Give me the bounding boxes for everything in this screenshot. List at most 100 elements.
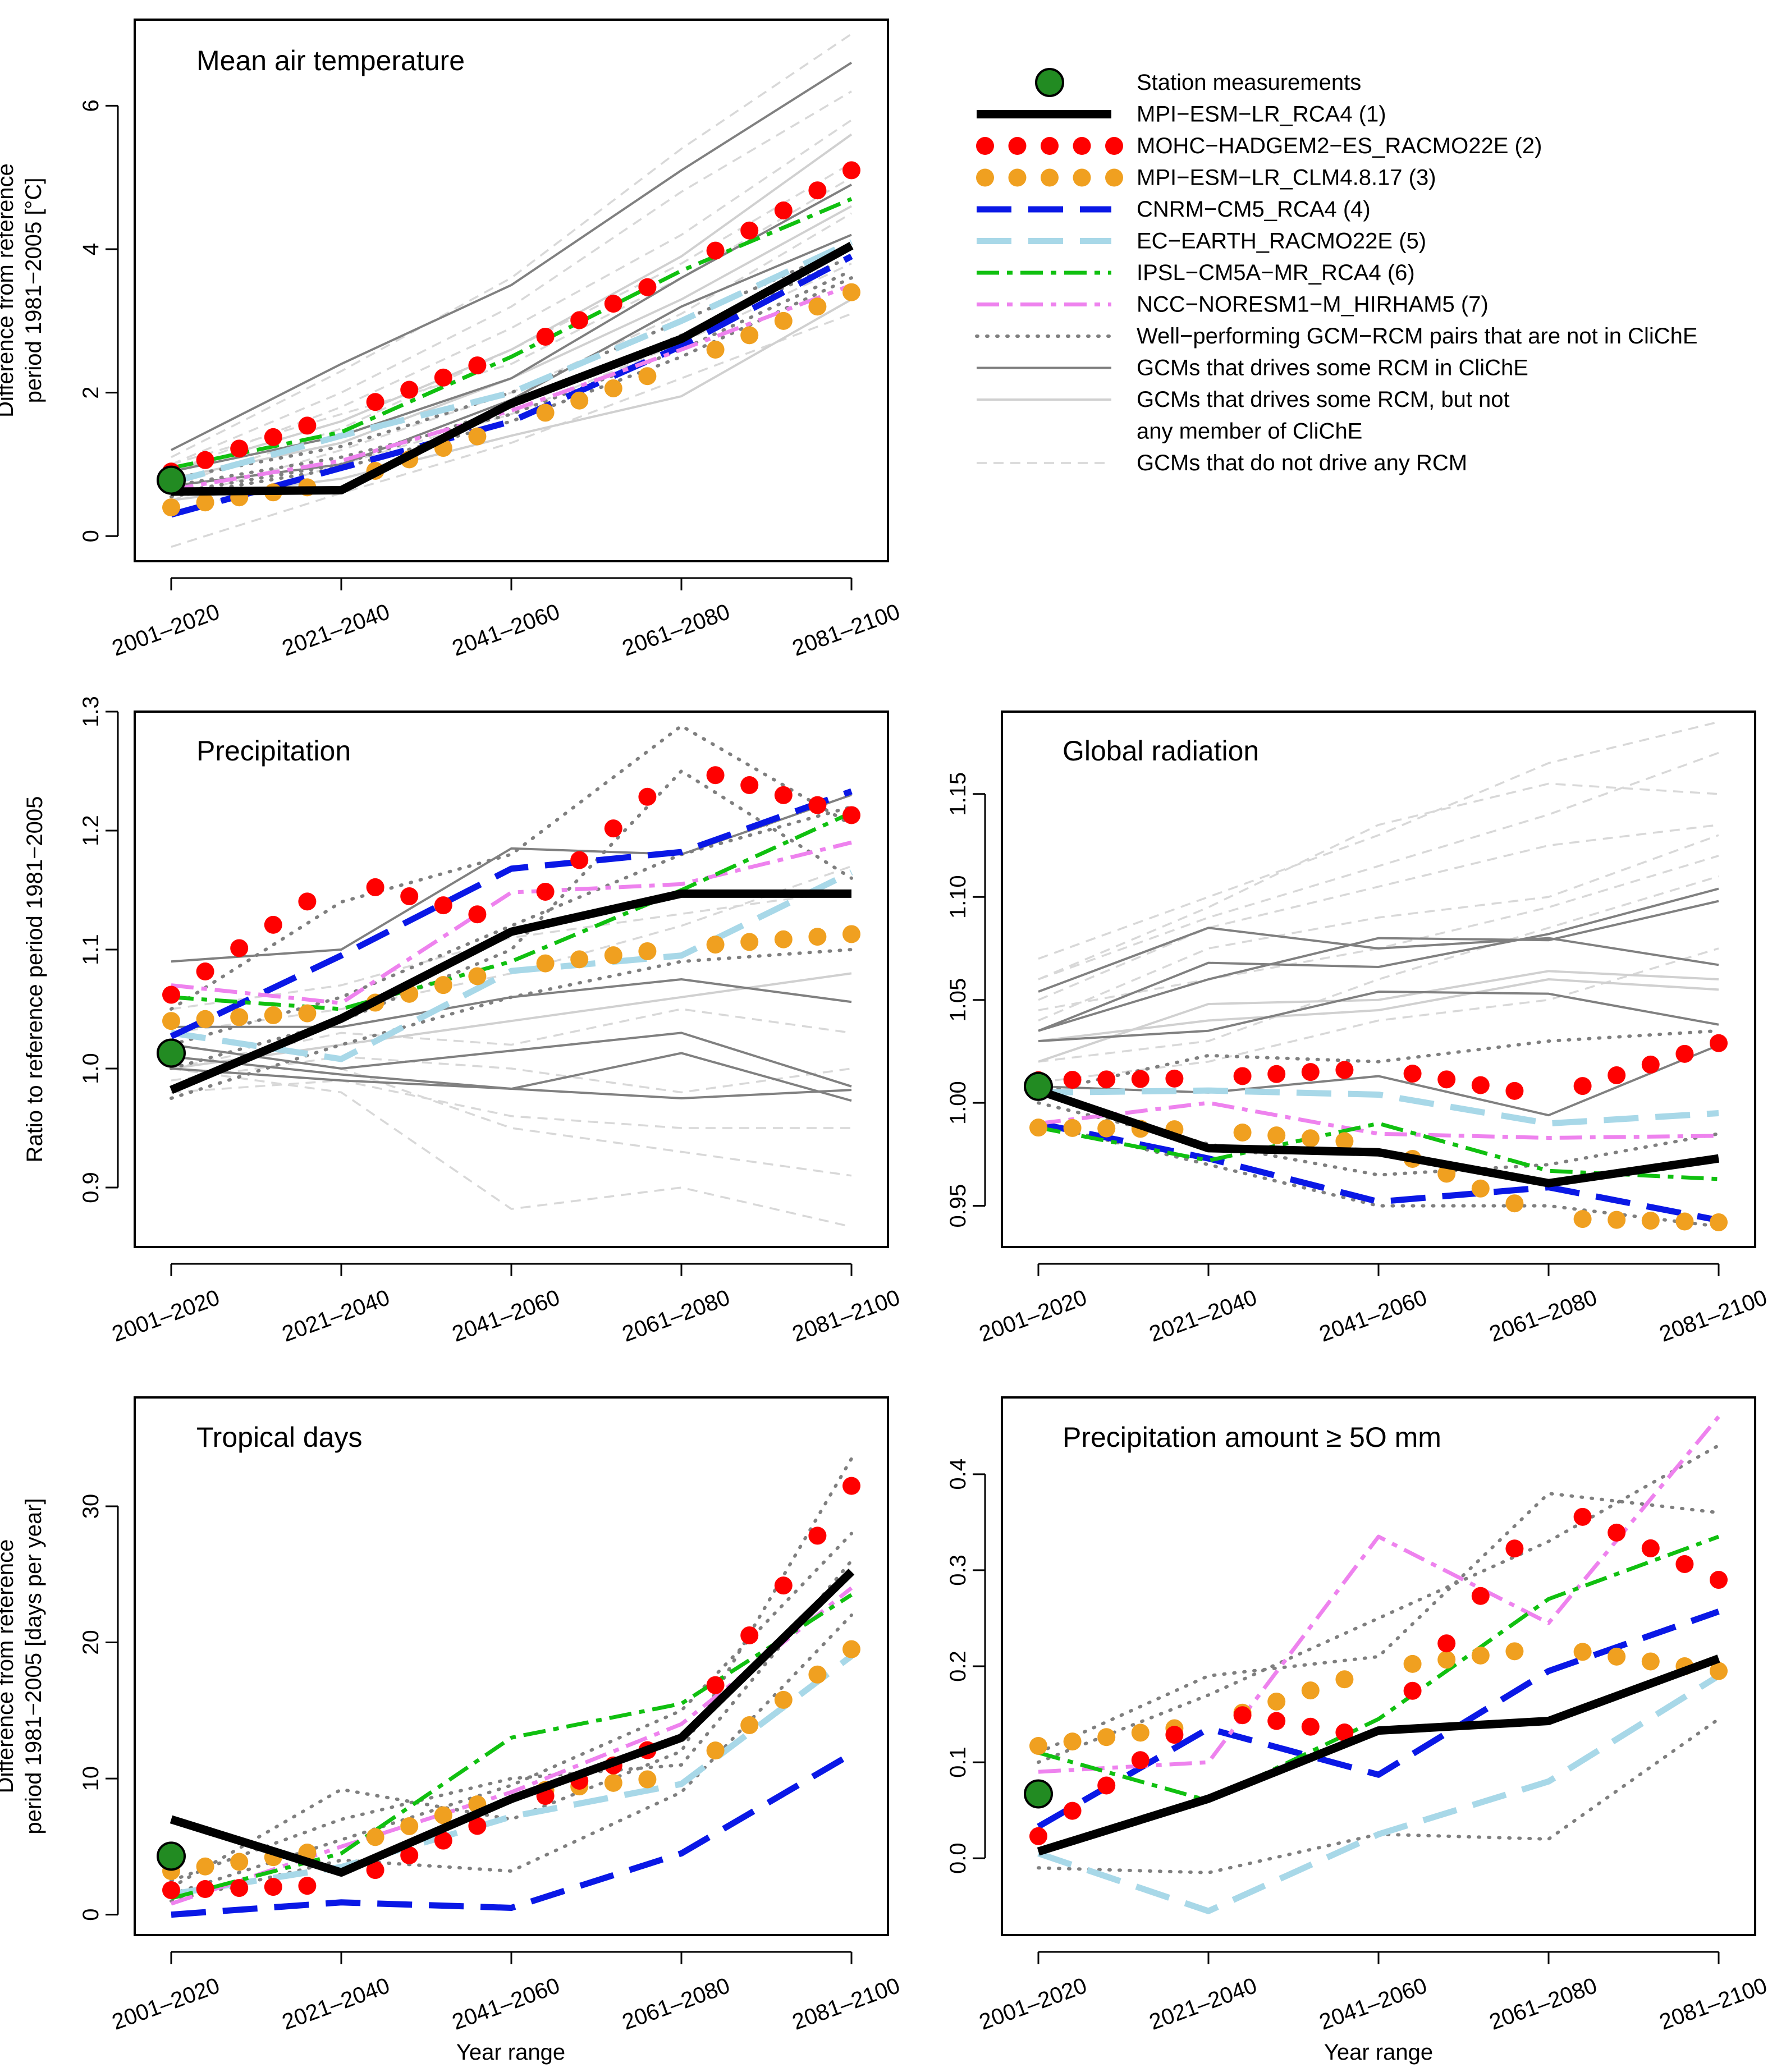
legend-symbol [976, 168, 994, 187]
marker-m2 [468, 356, 487, 375]
marker-m3 [536, 404, 555, 422]
panel-temp: Mean air temperature 0 2 4 6 Difference from … [0, 19, 903, 661]
marker-m3 [468, 427, 487, 446]
y-tick-label: 0 [79, 1908, 103, 1920]
marker-m2 [1608, 1523, 1626, 1542]
y-axis-label: period 1981−2005 [°C] [21, 178, 46, 404]
y-axis-label: Difference from reference [0, 163, 18, 418]
marker-m3 [1267, 1126, 1286, 1145]
marker-m2 [1233, 1067, 1252, 1085]
legend-symbol [1073, 168, 1091, 187]
marker-m3 [706, 340, 725, 359]
marker-m3 [842, 925, 860, 943]
y-tick-label: 6 [79, 99, 103, 112]
y-tick-label: 0.3 [946, 1555, 970, 1586]
series-line-gn [171, 212, 852, 502]
marker-m3 [842, 283, 860, 301]
series-line-gd [1038, 900, 1719, 1032]
marker-m3 [434, 976, 452, 994]
marker-m3 [1097, 1728, 1116, 1746]
y-tick-label: 1.2 [79, 815, 103, 846]
marker-m2 [1573, 1507, 1592, 1526]
x-tick-label: 2021–2040 [1146, 1973, 1260, 2035]
y-tick-label: 0.9 [79, 1172, 103, 1203]
marker-m2 [1335, 1723, 1354, 1742]
legend-symbol [1008, 137, 1027, 155]
marker-m2 [808, 1527, 827, 1545]
legend-label: CNRM−CM5_RCA4 (4) [1137, 197, 1371, 222]
x-tick-label: 2021–2040 [1146, 1285, 1260, 1347]
series-line-m1 [170, 1569, 855, 1877]
marker-m3 [1335, 1132, 1354, 1150]
series-line-gd [171, 1032, 852, 1088]
series-line-wp [170, 724, 853, 1011]
legend-item-station: Station measurements [1035, 68, 1361, 97]
marker-m2 [1641, 1539, 1660, 1557]
y-axis-label: Difference from reference [0, 1539, 18, 1794]
marker-m2 [1267, 1712, 1286, 1730]
legend-label: MPI−ESM−LR_CLM4.8.17 (3) [1137, 166, 1436, 190]
panel-title: Tropical days [196, 1422, 362, 1453]
x-tick-label: 2001–2020 [109, 1973, 223, 2035]
x-tick-label: 2041–2060 [449, 599, 563, 661]
marker-m2 [196, 1880, 214, 1899]
marker-m2 [536, 882, 555, 901]
x-tick-label: 2001–2020 [976, 1285, 1090, 1347]
series-line-gn [1038, 751, 1719, 980]
marker-m3 [1029, 1118, 1047, 1137]
marker-m3 [1131, 1723, 1150, 1742]
marker-m2 [570, 311, 589, 329]
marker-m2 [1029, 1827, 1047, 1845]
y-tick-label: 1.10 [946, 875, 970, 919]
marker-m2 [706, 766, 725, 785]
marker-m2 [1165, 1069, 1184, 1088]
series-line-gn [1038, 721, 1719, 960]
station-marker [157, 1038, 186, 1068]
legend-symbol [1041, 137, 1059, 155]
series-line-m1 [170, 889, 851, 1094]
marker-m2 [1710, 1571, 1728, 1589]
marker-m2 [298, 416, 317, 435]
marker-m3 [774, 930, 793, 948]
marker-m2 [842, 161, 860, 180]
legend-item-m5: EC−EARTH_RACMO22E (5) [977, 229, 1426, 254]
series-line-gn [1038, 824, 1719, 1001]
series-line-gl [171, 133, 853, 473]
legend-label: MPI−ESM−LR_RCA4 (1) [1137, 102, 1386, 127]
y-tick-label: 4 [79, 243, 103, 255]
series-line-wp [1037, 1121, 1720, 1228]
series-line-gd [1038, 887, 1719, 1032]
legend-label: GCMs that drives some RCM in CliChE [1137, 356, 1528, 381]
legend-symbol [1041, 168, 1059, 187]
series-line-gn [171, 1079, 851, 1129]
marker-m2 [162, 1881, 180, 1899]
panel-title: Precipitation [196, 735, 351, 767]
marker-m3 [1471, 1646, 1490, 1665]
panel-title: Mean air temperature [196, 45, 465, 76]
legend-label: GCMs that do not drive any RCM [1137, 451, 1467, 475]
marker-m3 [1335, 1670, 1354, 1689]
legend-symbol [1073, 137, 1091, 155]
marker-m3 [1301, 1681, 1320, 1700]
marker-m3 [638, 367, 657, 386]
legend-item-m2: MOHC−HADGEM2−ES_RACMO22E (2) [976, 134, 1542, 158]
marker-m3 [1641, 1212, 1660, 1230]
marker-m2 [808, 796, 827, 814]
marker-m2 [400, 381, 419, 399]
y-tick-label: 2 [79, 387, 103, 399]
station-marker [157, 1841, 186, 1871]
marker-m3 [230, 1008, 249, 1026]
series-line-m6 [171, 1593, 853, 1900]
x-tick-label: 2081–2100 [1656, 1285, 1770, 1347]
marker-m2 [1097, 1070, 1116, 1089]
y-tick-label: 0.1 [946, 1746, 970, 1778]
marker-m3 [400, 1817, 419, 1835]
series-line-m7 [171, 840, 852, 1005]
marker-m2 [1301, 1717, 1320, 1736]
marker-m2 [774, 1576, 793, 1595]
legend-label: any member of CliChE [1137, 419, 1362, 444]
marker-m2 [400, 1846, 419, 1864]
series-line-wp [170, 1613, 853, 1903]
legend-item-wp: Well−performing GCM−RCM pairs that are n… [975, 324, 1698, 349]
